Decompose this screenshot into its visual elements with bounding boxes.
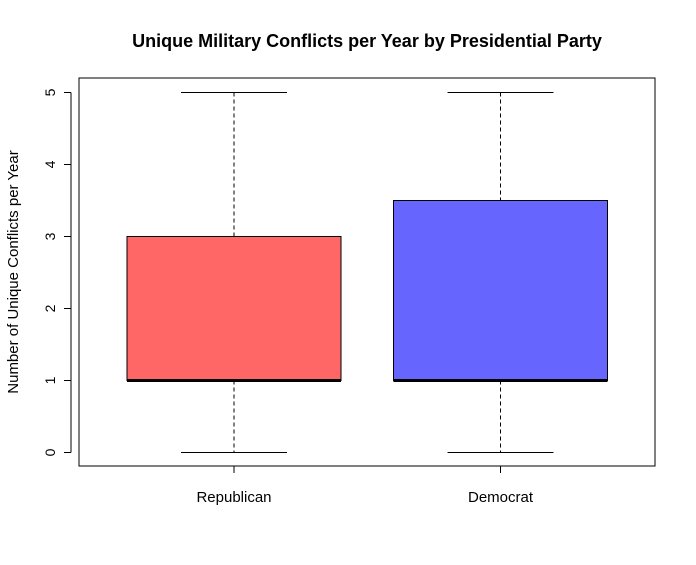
y-tick-label: 5 <box>42 88 58 96</box>
box-series <box>126 92 608 453</box>
chart-title: Unique Military Conflicts per Year by Pr… <box>132 31 602 51</box>
iqr-box <box>126 236 342 381</box>
box-democrat <box>393 92 608 453</box>
iqr-box <box>393 200 608 381</box>
y-tick-label: 2 <box>42 304 58 312</box>
x-tick-label-republican: Republican <box>196 489 271 506</box>
y-tick-label: 0 <box>42 448 58 456</box>
x-tick-label-democrat: Democrat <box>468 489 534 506</box>
box-republican <box>126 92 342 453</box>
y-tick-label: 1 <box>42 376 58 384</box>
plot-frame <box>78 77 656 467</box>
y-tick-label: 4 <box>42 160 58 168</box>
x-axis: Republican Democrat <box>196 466 534 506</box>
y-tick-label: 3 <box>42 232 58 240</box>
y-axis: 0 1 2 3 4 5 <box>42 88 72 456</box>
y-axis-label: Number of Unique Conflicts per Year <box>5 150 22 393</box>
